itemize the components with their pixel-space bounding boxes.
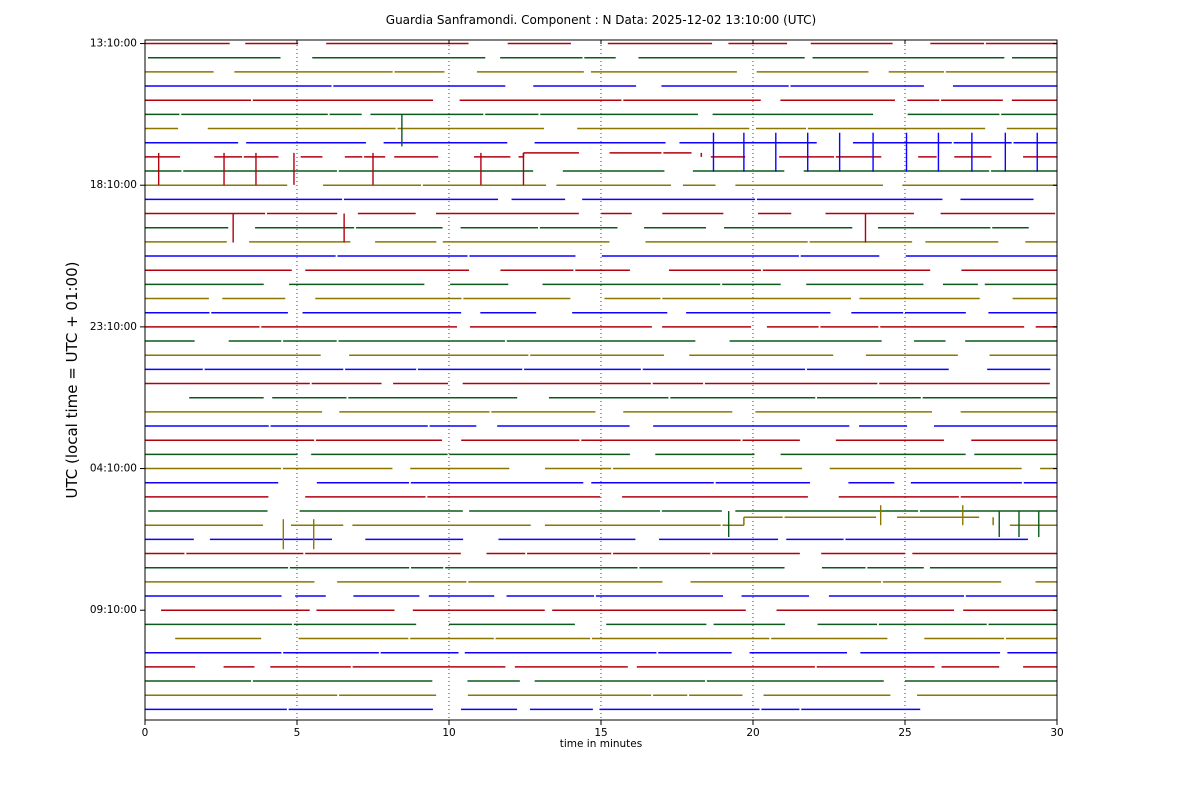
x-tick-label: 25 <box>898 727 911 739</box>
x-tick-label: 20 <box>746 727 759 739</box>
x-tick-label: 10 <box>442 727 455 739</box>
x-tick-label: 0 <box>142 727 149 739</box>
y-tick-label: 13:10:00 <box>90 38 137 50</box>
x-tick-label: 15 <box>594 727 607 739</box>
y-tick-label: 18:10:00 <box>90 179 137 191</box>
y-tick-label: 09:10:00 <box>90 604 137 616</box>
x-tick-label: 5 <box>294 727 301 739</box>
y-tick-label: 23:10:00 <box>90 321 137 333</box>
y-tick-label: 04:10:00 <box>90 463 137 475</box>
x-tick-label: 30 <box>1050 727 1063 739</box>
x-axis-label: time in minutes <box>559 738 643 750</box>
chart-title: Guardia Sanframondi. Component : N Data:… <box>385 13 817 27</box>
